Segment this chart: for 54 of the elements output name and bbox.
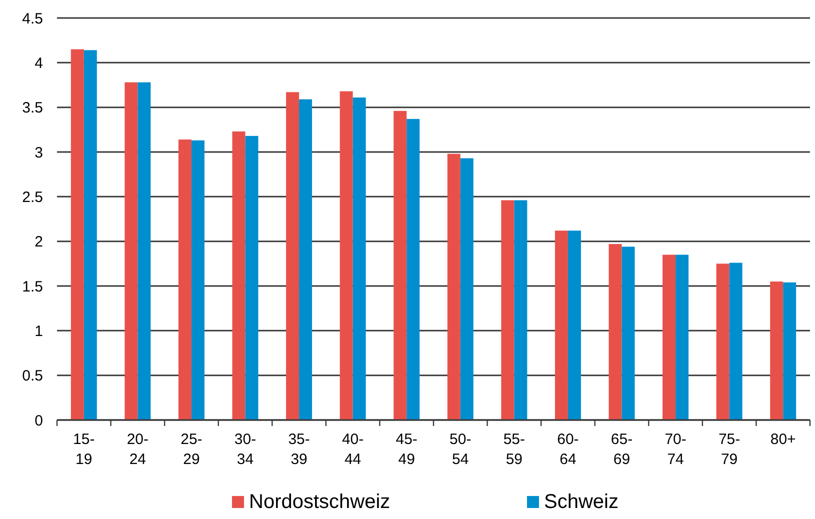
bar: [447, 154, 460, 420]
x-tick-label: 45-49: [396, 431, 418, 468]
x-tick-label: 15-19: [73, 431, 95, 468]
bar: [191, 140, 204, 420]
y-tick-label: 3: [34, 144, 43, 162]
bar: [394, 110, 407, 420]
x-tick-label: 30-34: [234, 431, 256, 468]
x-tick-label: 35-39: [288, 431, 310, 468]
bar: [554, 230, 568, 420]
bar: [340, 91, 353, 420]
legend-label: Nordostschweiz: [249, 491, 390, 513]
x-tick-label: 80+: [770, 431, 796, 448]
bar: [124, 82, 138, 420]
x-tick-label: 75-79: [718, 431, 740, 468]
legend-label: Schweiz: [544, 491, 618, 513]
bar: [514, 200, 528, 420]
bar: [299, 99, 312, 420]
bar: [84, 50, 97, 420]
x-tick-label: 50-54: [450, 431, 472, 468]
y-tick-label: 4.5: [22, 10, 43, 28]
y-tick-label: 2: [34, 234, 43, 251]
bar: [568, 230, 581, 420]
bar: [245, 136, 258, 420]
bar: [460, 158, 474, 420]
y-tick-label: 0.5: [22, 368, 43, 385]
x-tick-label: 55-59: [503, 431, 526, 468]
bar: [178, 139, 192, 420]
y-tick-label: 3.5: [22, 100, 43, 117]
bar: [608, 244, 622, 420]
bar: [729, 262, 742, 420]
bar: [352, 98, 366, 420]
bar: [716, 264, 730, 420]
bar: [286, 92, 300, 420]
bar: [662, 254, 676, 420]
y-tick-label: 1: [34, 322, 43, 340]
bar: [406, 118, 420, 420]
bar: [501, 200, 514, 420]
x-tick-label: 70-74: [664, 431, 686, 468]
bar: [232, 131, 246, 420]
bar: [70, 49, 84, 420]
y-tick-label: 2.5: [22, 188, 43, 206]
bar: [622, 246, 635, 420]
x-tick-label: 60-64: [557, 431, 579, 468]
bar: [138, 82, 151, 420]
x-tick-label: 25-29: [180, 431, 202, 468]
bar: [783, 282, 796, 420]
y-tick-label: 1.5: [22, 278, 43, 296]
x-tick-label: 20-24: [126, 431, 149, 468]
bar: [676, 254, 689, 420]
x-tick-label: 65-69: [610, 431, 633, 468]
y-tick-label: 0: [34, 412, 43, 430]
y-tick-label: 4: [34, 54, 43, 72]
x-tick-label: 40-44: [342, 431, 364, 468]
bar: [770, 282, 784, 420]
